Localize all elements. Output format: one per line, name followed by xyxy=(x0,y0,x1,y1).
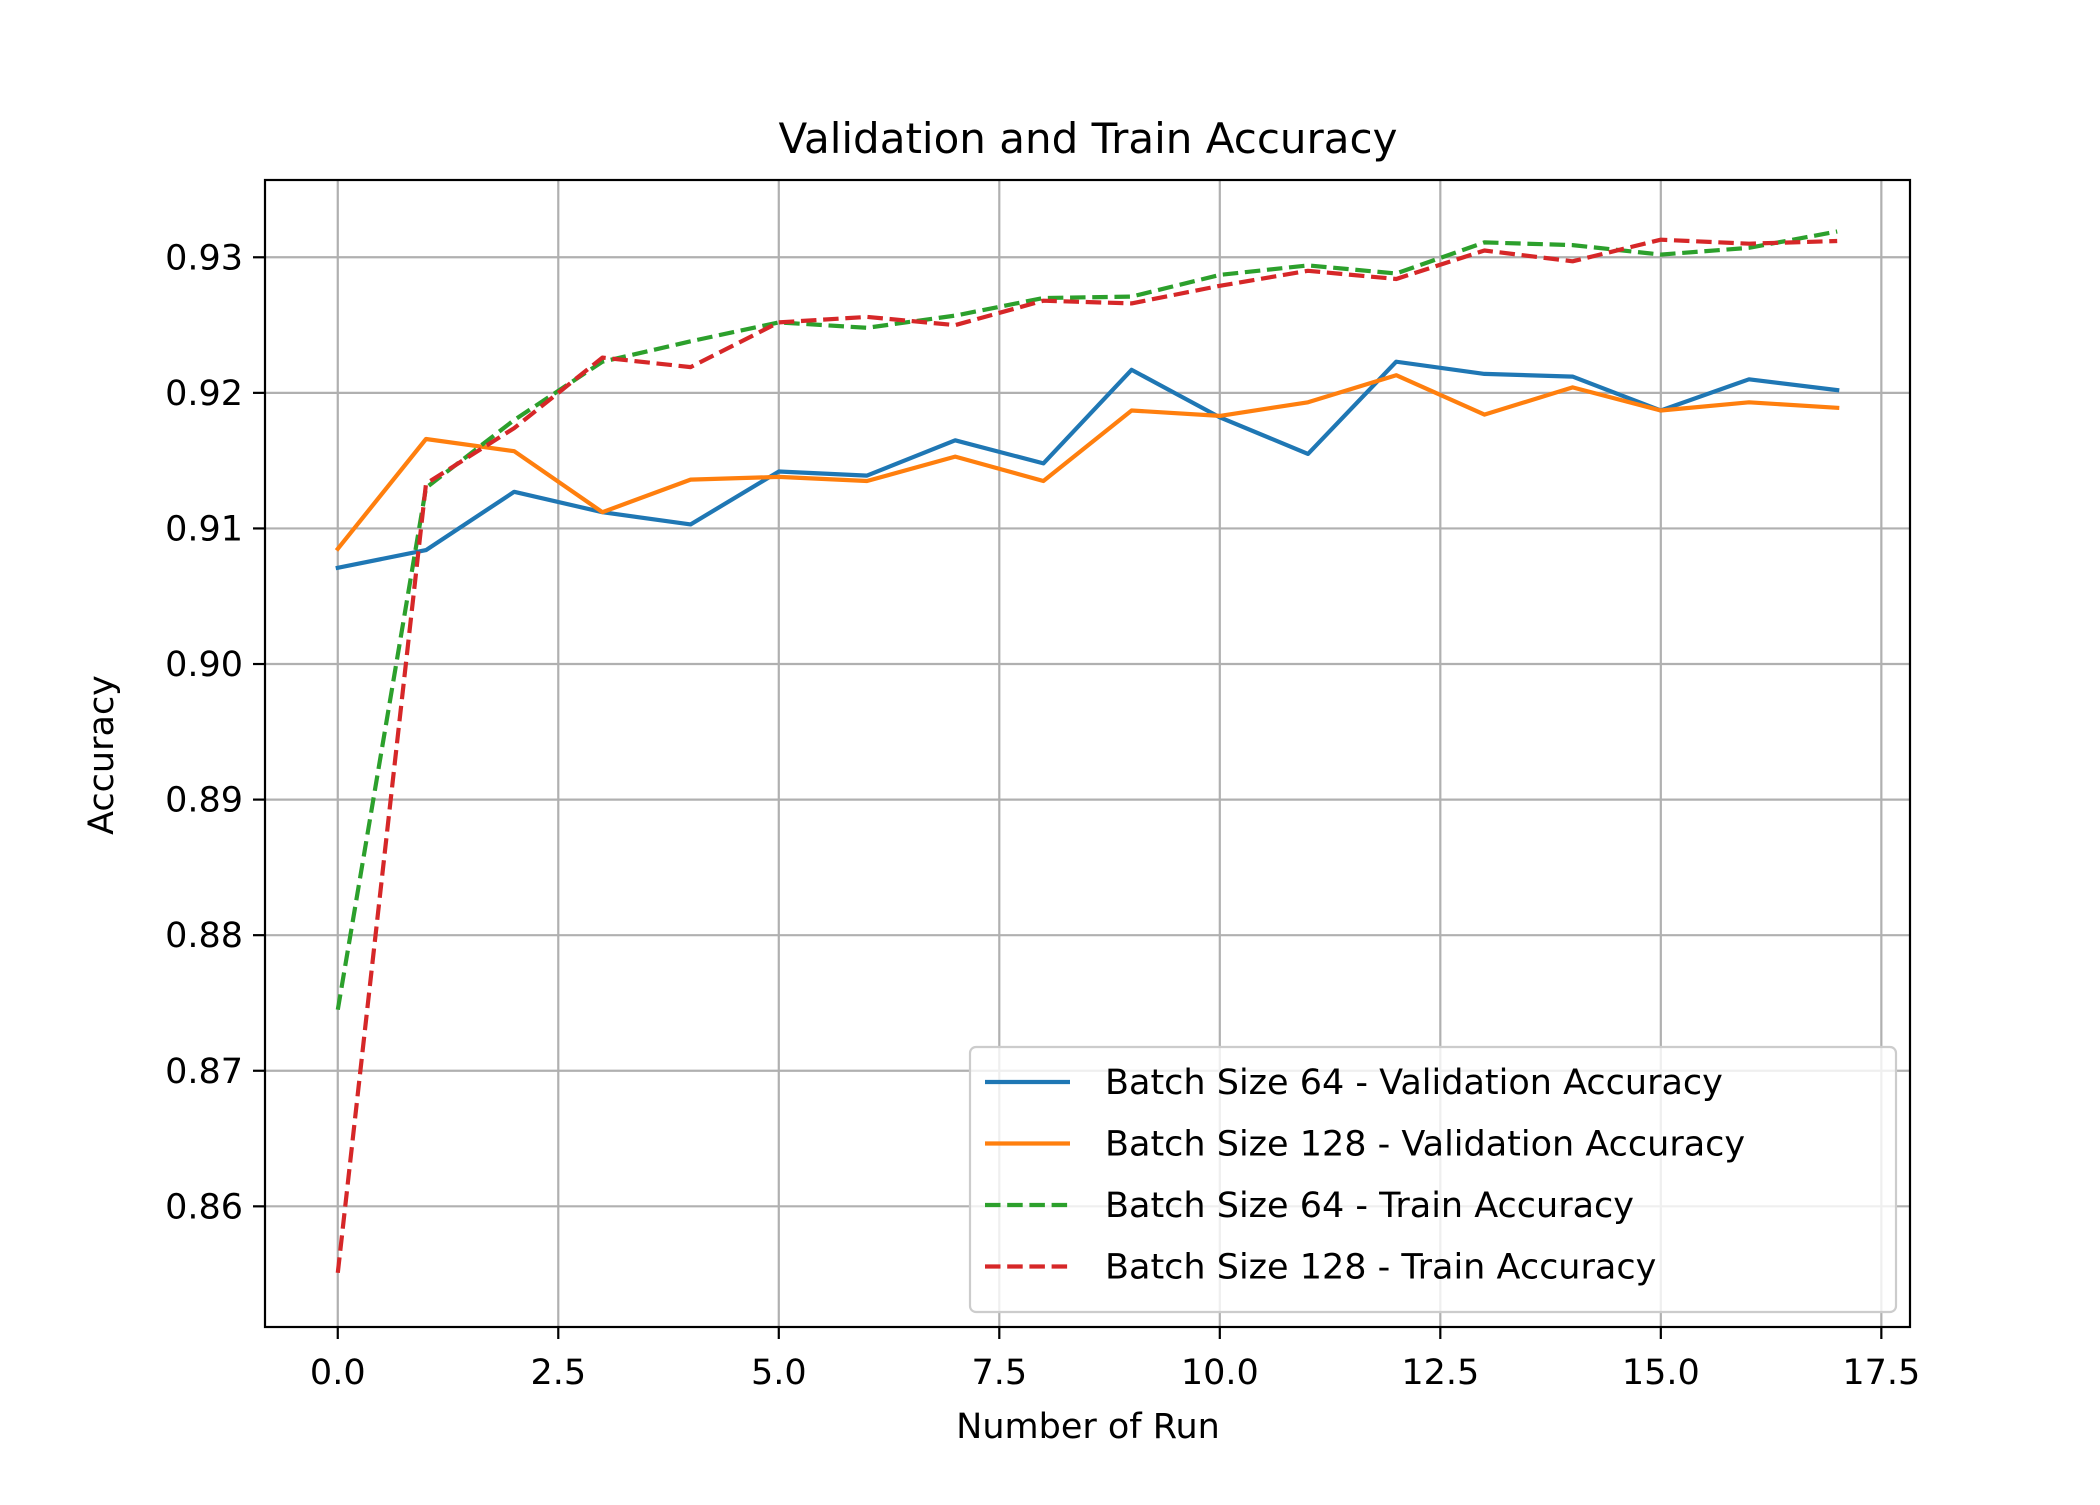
y-tick-label: 0.93 xyxy=(165,238,243,278)
series-line-2 xyxy=(334,373,1840,552)
y-tick-label: 0.88 xyxy=(165,916,243,956)
x-axis-ticks: 0.0 2.5 5.0 7.5 10.0 12.5 15.0 17.5 xyxy=(310,1327,1920,1393)
x-tick-label: 15.0 xyxy=(1622,1353,1700,1393)
y-tick-label: 0.87 xyxy=(165,1052,243,1092)
legend-label-2: Batch Size 128 - Validation Accuracy xyxy=(1105,1125,1745,1165)
y-axis-label: Accuracy xyxy=(82,675,122,835)
x-tick-label: 2.5 xyxy=(530,1353,586,1393)
legend-label-1: Batch Size 64 - Validation Accuracy xyxy=(1105,1063,1723,1103)
x-tick-label: 7.5 xyxy=(971,1353,1027,1393)
y-tick-label: 0.86 xyxy=(165,1187,243,1227)
legend-label-3: Batch Size 64 - Train Accuracy xyxy=(1105,1186,1634,1226)
y-tick-label: 0.90 xyxy=(165,645,243,685)
series-line-4 xyxy=(335,237,1838,1274)
legend-label-4: Batch Size 128 - Train Accuracy xyxy=(1105,1248,1656,1288)
series-lines xyxy=(334,229,1840,1274)
x-tick-label: 17.5 xyxy=(1842,1353,1920,1393)
series-line-1 xyxy=(335,359,1840,571)
y-tick-label: 0.89 xyxy=(165,781,243,821)
x-tick-label: 10.0 xyxy=(1181,1353,1259,1393)
x-axis-label: Number of Run xyxy=(956,1407,1220,1447)
x-tick-label: 0.0 xyxy=(310,1353,366,1393)
x-tick-label: 12.5 xyxy=(1401,1353,1479,1393)
plot-frame xyxy=(263,178,1912,1329)
legend: Batch Size 64 - Validation Accuracy Batch… xyxy=(968,1045,1898,1314)
y-tick-label: 0.92 xyxy=(165,374,243,414)
y-tick-label: 0.91 xyxy=(165,509,243,549)
legend-box xyxy=(968,1045,1898,1314)
y-axis-ticks: 0.86 0.87 0.88 0.89 0.90 0.91 0.92 0.93 xyxy=(165,238,265,1227)
chart-title: Validation and Train Accuracy xyxy=(779,114,1398,163)
x-tick-label: 5.0 xyxy=(751,1353,807,1393)
